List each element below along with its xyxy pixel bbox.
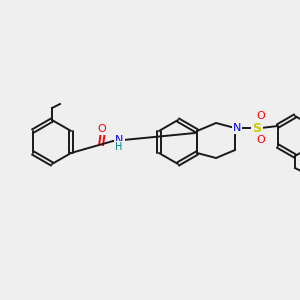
Text: N: N xyxy=(233,123,241,133)
Text: S: S xyxy=(253,122,262,134)
Text: O: O xyxy=(98,124,106,134)
Text: H: H xyxy=(115,142,122,152)
Text: N: N xyxy=(115,135,123,145)
Text: O: O xyxy=(257,135,266,145)
Text: O: O xyxy=(257,111,266,121)
